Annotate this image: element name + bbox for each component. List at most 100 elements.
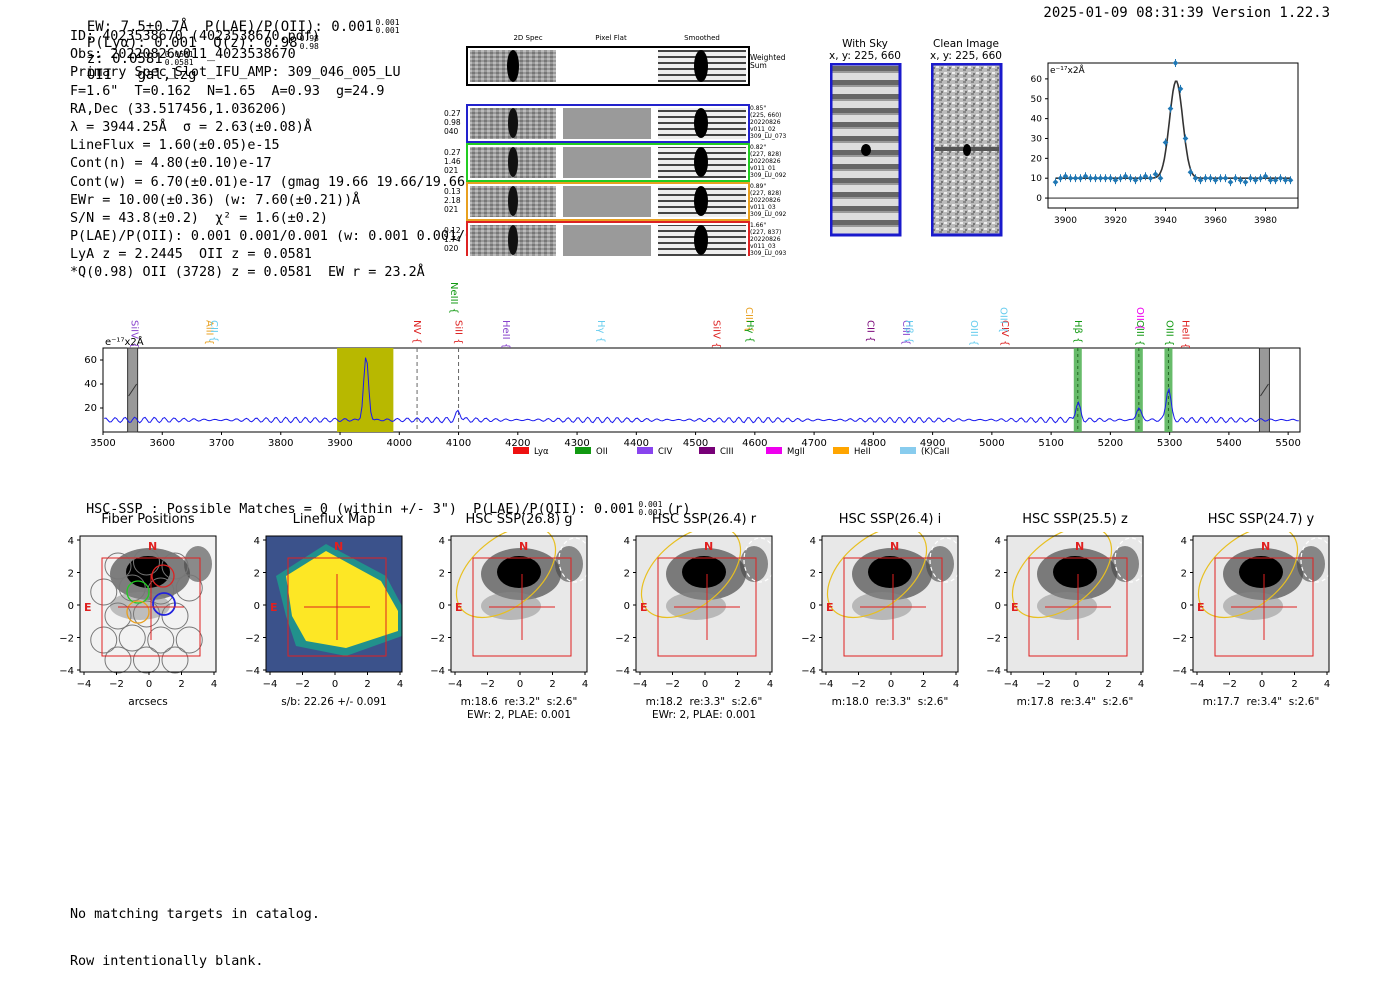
fiber-left-label: 0.27 1.46 021 bbox=[444, 148, 461, 175]
fit-xtick: 3980 bbox=[1254, 216, 1277, 226]
fit-point bbox=[1232, 175, 1239, 182]
clean-image-title: Clean Image bbox=[932, 38, 1000, 50]
hsc-ytick: 2 bbox=[624, 569, 630, 580]
hsc-panel-image: N E 4 2 0 −2 −4−4 −2 0 2 4 bbox=[245, 535, 403, 690]
fiber-left-value: 020 bbox=[444, 244, 459, 253]
hsc-ytick: 2 bbox=[439, 569, 445, 580]
fiber-right-value: (227, 828) bbox=[750, 151, 782, 158]
fit-point bbox=[1077, 175, 1084, 182]
fiber-circle bbox=[104, 552, 132, 580]
spectrum-line bbox=[104, 357, 1299, 424]
spectra-cutouts: 2D Spec Pixel Flat Smoothed Weighted Sum… bbox=[444, 34, 786, 257]
line-marker-label: HeII { bbox=[1180, 320, 1191, 349]
fit-point bbox=[1257, 175, 1264, 182]
line-marker-label: HeII { bbox=[500, 320, 511, 349]
hsc-ytick: 0 bbox=[810, 601, 816, 612]
line-marker-label: SiII { bbox=[453, 320, 464, 345]
legend-label: HeII bbox=[854, 447, 871, 457]
fit-point bbox=[1187, 169, 1194, 176]
with-sky-title: With Sky bbox=[842, 38, 888, 50]
col-label-smoothed: Smoothed bbox=[684, 34, 720, 42]
legend-label: (K)CaII bbox=[921, 447, 949, 457]
aperture-box bbox=[1214, 557, 1314, 657]
east-label: E bbox=[826, 601, 834, 614]
fiber-left-value: 0.12 bbox=[444, 226, 461, 235]
hsc-ytick: −4 bbox=[615, 666, 630, 677]
footer-notes: No matching targets in catalog. Row inte… bbox=[70, 876, 320, 985]
hsc-xtick: 2 bbox=[920, 679, 926, 690]
fit-point bbox=[1137, 175, 1144, 182]
fit-point bbox=[1247, 175, 1254, 182]
hsc-xtick: −4 bbox=[77, 679, 92, 690]
clean-image-coords: x, y: 225, 660 bbox=[930, 50, 1002, 62]
fit-ytick: 0 bbox=[1036, 194, 1042, 204]
north-label: N bbox=[519, 540, 528, 553]
hsc-xtick: 0 bbox=[888, 679, 894, 690]
info-line: RA,Dec (33.517456,1.036206) bbox=[70, 101, 288, 117]
fit-point bbox=[1222, 175, 1229, 182]
legend-swatch bbox=[575, 447, 591, 454]
catalog-ellipse bbox=[558, 537, 592, 583]
spectrum-xtick: 4500 bbox=[683, 438, 708, 449]
fit-xtick: 3900 bbox=[1054, 216, 1077, 226]
spectrum-xtick: 4200 bbox=[505, 438, 530, 449]
line-marker-label: SiIV { bbox=[710, 320, 721, 348]
hsc-xtick: 4 bbox=[1138, 679, 1144, 690]
spectrum-xtick: 4400 bbox=[624, 438, 649, 449]
hsc-xtick: 2 bbox=[178, 679, 184, 690]
spectrum-xtick: 5000 bbox=[979, 438, 1004, 449]
legend-swatch bbox=[833, 447, 849, 454]
fiber-circle bbox=[90, 626, 118, 654]
line-marker-label: CII { bbox=[208, 320, 219, 342]
legend-label: OII bbox=[596, 447, 608, 457]
fit-point bbox=[1267, 177, 1274, 184]
legend-label: CIV bbox=[658, 447, 672, 457]
fiber-circle bbox=[90, 578, 118, 606]
east-label: E bbox=[1011, 601, 1019, 614]
east-label: E bbox=[640, 601, 648, 614]
hsc-ytick: −4 bbox=[801, 666, 816, 677]
aperture-ellipse bbox=[640, 532, 742, 619]
hsc-xtick: −4 bbox=[819, 679, 834, 690]
spectrum-xtick: 4700 bbox=[801, 438, 826, 449]
fit-point bbox=[1252, 177, 1259, 184]
hsc-caption-2: EWr: 2, PLAE: 0.001 bbox=[651, 709, 757, 721]
hsc-ytick: 4 bbox=[624, 536, 630, 547]
catalog-ellipse bbox=[743, 537, 777, 583]
fiber-right-label: 1.66" (227, 837) 20220826 v011_03 309_LU_093 bbox=[750, 222, 786, 257]
line-marker-label: OIII { bbox=[1134, 320, 1145, 346]
fit-point bbox=[1207, 175, 1214, 182]
hsc-xtick: −2 bbox=[480, 679, 495, 690]
hsc-ytick: 0 bbox=[995, 601, 1001, 612]
fit-point bbox=[1082, 173, 1089, 180]
fiber-right-value: v011_03 bbox=[750, 204, 776, 211]
fit-point bbox=[1067, 175, 1074, 182]
info-line: ID: 4023538670 (4023538670.pdf) bbox=[70, 29, 320, 44]
fiber-left-value: 021 bbox=[444, 166, 459, 175]
legend-swatch bbox=[766, 447, 782, 454]
spectrum-xtick: 4900 bbox=[920, 438, 945, 449]
hsc-panel-image: N E 4 2 0 −2 −4−4 −2 0 2 4 bbox=[986, 532, 1148, 690]
fiber-circle bbox=[175, 574, 203, 602]
east-label: E bbox=[270, 601, 278, 614]
hsc-ytick: 2 bbox=[995, 569, 1001, 580]
line-marker-label: SiIV { bbox=[128, 320, 139, 348]
catalog-ellipse bbox=[1114, 537, 1148, 583]
line-marker-label: OII { bbox=[1134, 307, 1145, 330]
fit-point bbox=[1102, 175, 1109, 182]
line-marker-label: OIII { bbox=[968, 320, 979, 346]
hsc-ytick: 0 bbox=[1181, 601, 1187, 612]
footer-line: No matching targets in catalog. bbox=[70, 907, 320, 922]
catalog-ellipse bbox=[1300, 537, 1334, 583]
fiber-circle bbox=[161, 552, 189, 580]
fit-point bbox=[1092, 175, 1099, 182]
fit-point bbox=[1072, 175, 1079, 182]
fiber-right-label: 0.89" (227, 828) 20220826 v011_03 309_LU_092 bbox=[750, 183, 786, 218]
fiber-circle bbox=[161, 646, 189, 674]
fit-point bbox=[1127, 175, 1134, 182]
fit-ytick: 40 bbox=[1031, 115, 1043, 125]
hsc-xtick: −2 bbox=[295, 679, 310, 690]
hsc-caption-2: EWr: 2, PLAE: 0.001 bbox=[466, 709, 572, 721]
fiber-left-value: 1.46 bbox=[444, 157, 461, 166]
info-line: Obs: 20220826v011_4023538670 bbox=[70, 47, 296, 63]
